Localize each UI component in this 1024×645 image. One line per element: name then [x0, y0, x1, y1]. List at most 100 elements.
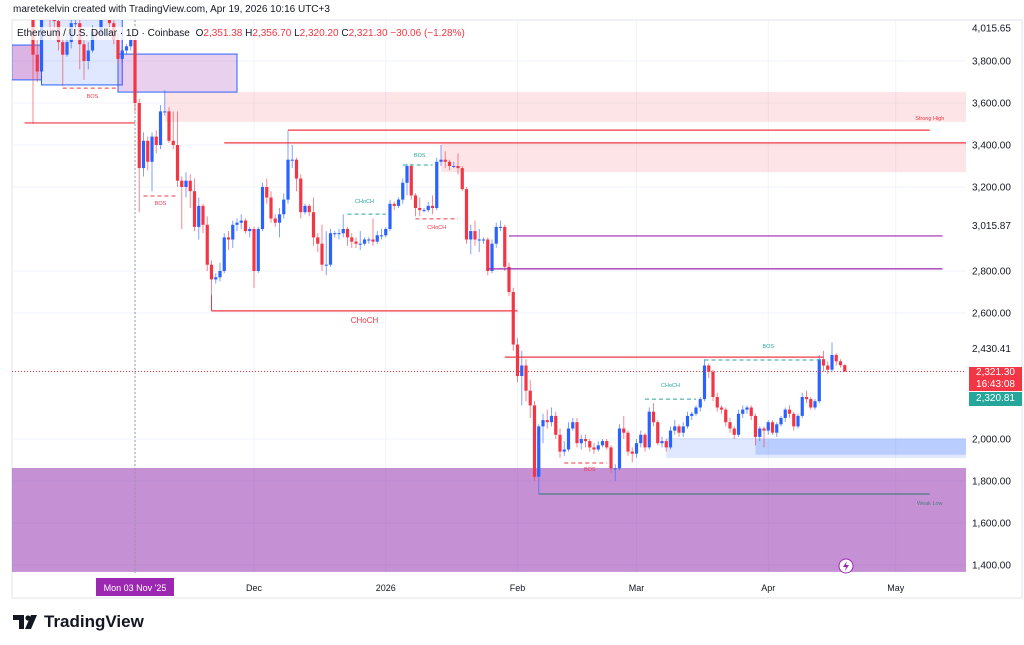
candle[interactable]	[541, 413, 545, 444]
candle[interactable]	[311, 197, 316, 246]
candle[interactable]	[677, 424, 681, 437]
candle[interactable]	[617, 424, 622, 471]
time-axis[interactable]: Mon 03 Nov '25 Dec 2026 Feb Mar Apr May	[96, 578, 905, 596]
candle[interactable]	[222, 233, 226, 274]
candle[interactable]	[464, 187, 469, 244]
candle[interactable]	[838, 359, 843, 368]
candle[interactable]	[762, 426, 766, 448]
candle[interactable]	[239, 214, 243, 229]
candle[interactable]	[124, 44, 129, 55]
candle[interactable]	[558, 428, 562, 458]
candle[interactable]	[231, 220, 235, 248]
candle[interactable]	[545, 409, 549, 429]
candle[interactable]	[537, 424, 541, 494]
candle[interactable]	[277, 208, 282, 238]
candle[interactable]	[201, 203, 205, 234]
candle[interactable]	[146, 136, 150, 171]
candle[interactable]	[681, 422, 685, 437]
candle[interactable]	[252, 226, 256, 288]
candle[interactable]	[656, 420, 660, 446]
candle[interactable]	[783, 407, 787, 423]
zone-box[interactable]	[41, 0, 123, 86]
candle[interactable]	[184, 172, 188, 198]
candle[interactable]	[273, 214, 277, 227]
tradingview-logo[interactable]: TradingView	[13, 612, 144, 632]
candle[interactable]	[405, 163, 409, 196]
candle[interactable]	[626, 430, 630, 456]
candle[interactable]	[371, 218, 375, 246]
candle[interactable]	[418, 197, 422, 217]
candle[interactable]	[736, 409, 741, 437]
zone-box[interactable]	[441, 142, 966, 173]
candle[interactable]	[256, 226, 260, 274]
candle[interactable]	[226, 231, 231, 250]
candle[interactable]	[694, 405, 698, 416]
candle[interactable]	[294, 157, 299, 192]
candle[interactable]	[265, 178, 269, 204]
lightning-icon[interactable]	[838, 558, 854, 574]
candle[interactable]	[698, 397, 702, 412]
candle[interactable]	[477, 229, 481, 253]
candle[interactable]	[749, 405, 753, 421]
candle[interactable]	[150, 132, 154, 192]
candle[interactable]	[817, 355, 821, 404]
candle[interactable]	[392, 201, 396, 211]
candle[interactable]	[316, 233, 320, 253]
candle[interactable]	[770, 420, 775, 435]
candle[interactable]	[728, 418, 732, 433]
candle[interactable]	[290, 145, 294, 169]
candle[interactable]	[367, 237, 371, 244]
candle[interactable]	[197, 197, 201, 240]
candle[interactable]	[303, 203, 307, 215]
candle[interactable]	[575, 418, 579, 448]
candle[interactable]	[243, 218, 248, 234]
candle[interactable]	[235, 218, 239, 232]
candle[interactable]	[494, 222, 498, 248]
candle[interactable]	[724, 407, 728, 427]
candle[interactable]	[528, 380, 532, 418]
candle[interactable]	[779, 415, 783, 427]
zone-box[interactable]	[117, 53, 238, 93]
candle[interactable]	[35, 40, 39, 82]
candle[interactable]	[664, 439, 668, 452]
candle[interactable]	[341, 214, 345, 238]
candle[interactable]	[804, 390, 809, 404]
candle[interactable]	[605, 439, 609, 450]
candle[interactable]	[613, 464, 617, 481]
zone-box[interactable]	[755, 439, 967, 455]
candle[interactable]	[422, 208, 426, 213]
candle[interactable]	[328, 229, 333, 267]
candle[interactable]	[282, 193, 286, 219]
candle[interactable]	[588, 439, 592, 452]
zone-box[interactable]	[164, 92, 966, 122]
candle[interactable]	[711, 369, 715, 402]
candle[interactable]	[800, 392, 804, 418]
candle[interactable]	[834, 352, 838, 366]
candle[interactable]	[362, 237, 367, 246]
candle[interactable]	[643, 432, 647, 452]
candle[interactable]	[481, 237, 486, 244]
candle[interactable]	[154, 130, 158, 154]
candle[interactable]	[532, 401, 537, 481]
candle[interactable]	[299, 174, 303, 219]
candle[interactable]	[622, 415, 626, 439]
candle[interactable]	[520, 350, 524, 406]
candle[interactable]	[668, 426, 673, 450]
candle[interactable]	[579, 434, 583, 450]
candle[interactable]	[787, 405, 792, 418]
candle[interactable]	[413, 193, 418, 217]
candle[interactable]	[120, 40, 124, 64]
candle[interactable]	[843, 364, 847, 372]
candle[interactable]	[409, 163, 413, 200]
candle[interactable]	[260, 182, 265, 232]
candle[interactable]	[214, 273, 218, 284]
zone-box[interactable]	[12, 467, 966, 572]
candle[interactable]	[388, 199, 392, 232]
zone-box[interactable]	[666, 437, 966, 458]
candle[interactable]	[133, 35, 137, 112]
candle[interactable]	[137, 98, 141, 213]
candle[interactable]	[596, 441, 600, 452]
candle[interactable]	[456, 153, 460, 175]
candle[interactable]	[324, 231, 328, 276]
candle[interactable]	[741, 405, 745, 418]
